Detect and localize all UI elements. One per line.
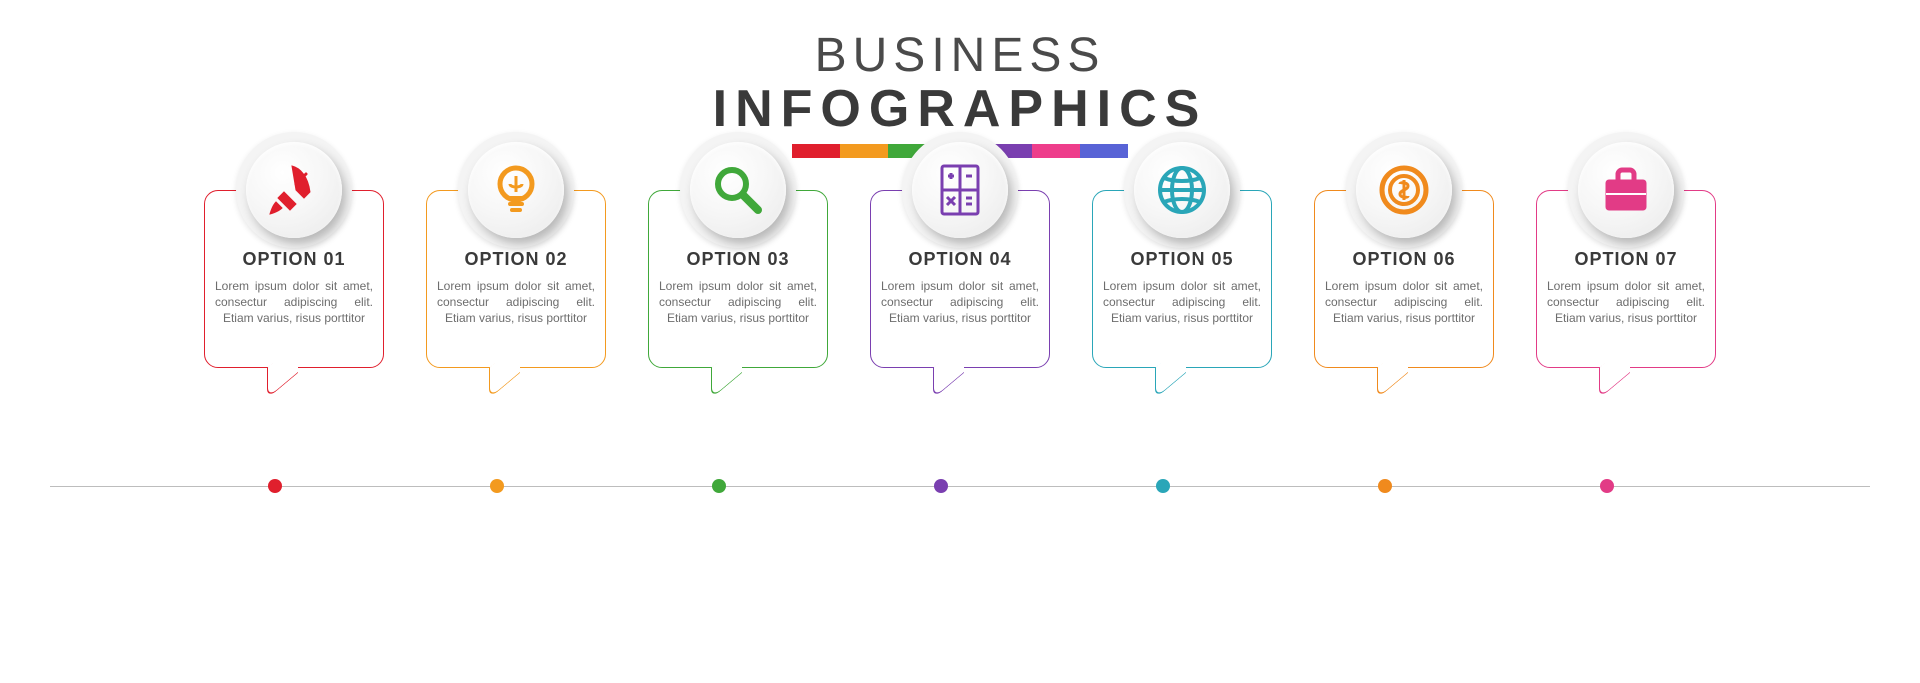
timeline-axis	[50, 486, 1870, 487]
color-strip-segment	[840, 144, 888, 158]
option-title: OPTION 06	[1325, 249, 1483, 270]
option-title: OPTION 01	[215, 249, 373, 270]
title-line2: INFOGRAPHICS	[0, 79, 1920, 139]
infographic-stage: BUSINESS INFOGRAPHICS OPTION 01 Lorem ips…	[0, 0, 1920, 683]
medallion	[1346, 132, 1462, 248]
medallion-inner	[1578, 142, 1674, 238]
option-title: OPTION 04	[881, 249, 1039, 270]
option-body: Lorem ipsum dolor sit amet, consectur ad…	[1103, 278, 1261, 327]
option-title: OPTION 02	[437, 249, 595, 270]
timeline-dot	[490, 479, 504, 493]
option-item: OPTION 01 Lorem ipsum dolor sit amet, con…	[204, 190, 384, 368]
medallion-inner	[468, 142, 564, 238]
timeline-dot	[1156, 479, 1170, 493]
medallion	[1124, 132, 1240, 248]
bubble-pointer	[489, 367, 523, 401]
medallion-inner	[912, 142, 1008, 238]
coin-icon	[1376, 162, 1432, 218]
timeline-dot	[1378, 479, 1392, 493]
lightbulb-icon	[488, 162, 544, 218]
option-title: OPTION 07	[1547, 249, 1705, 270]
option-item: OPTION 04 Lorem ipsum dolor sit amet, con…	[870, 190, 1050, 368]
medallion	[458, 132, 574, 248]
option-item: OPTION 03 Lorem ipsum dolor sit amet, con…	[648, 190, 828, 368]
option-body: Lorem ipsum dolor sit amet, consectur ad…	[1325, 278, 1483, 327]
option-body: Lorem ipsum dolor sit amet, consectur ad…	[437, 278, 595, 327]
option-items: OPTION 01 Lorem ipsum dolor sit amet, con…	[0, 190, 1920, 368]
option-item: OPTION 06 Lorem ipsum dolor sit amet, con…	[1314, 190, 1494, 368]
calculator-icon	[932, 162, 988, 218]
medallion	[902, 132, 1018, 248]
option-item: OPTION 05 Lorem ipsum dolor sit amet, con…	[1092, 190, 1272, 368]
timeline-dot	[934, 479, 948, 493]
bubble-pointer	[1599, 367, 1633, 401]
option-item: OPTION 02 Lorem ipsum dolor sit amet, con…	[426, 190, 606, 368]
medallion	[236, 132, 352, 248]
color-strip-segment	[1032, 144, 1080, 158]
timeline-dot	[712, 479, 726, 493]
bubble-pointer	[1377, 367, 1411, 401]
option-item: OPTION 07 Lorem ipsum dolor sit amet, con…	[1536, 190, 1716, 368]
option-body: Lorem ipsum dolor sit amet, consectur ad…	[215, 278, 373, 327]
medallion-inner	[690, 142, 786, 238]
timeline-dot	[1600, 479, 1614, 493]
globe-icon	[1154, 162, 1210, 218]
color-strip-segment	[792, 144, 840, 158]
bubble-pointer	[933, 367, 967, 401]
option-title: OPTION 05	[1103, 249, 1261, 270]
medallion-inner	[1134, 142, 1230, 238]
briefcase-icon	[1598, 162, 1654, 218]
rocket-icon	[266, 162, 322, 218]
timeline-dot	[268, 479, 282, 493]
medallion	[680, 132, 796, 248]
medallion	[1568, 132, 1684, 248]
medallion-inner	[1356, 142, 1452, 238]
magnifier-icon	[710, 162, 766, 218]
medallion-inner	[246, 142, 342, 238]
bubble-pointer	[711, 367, 745, 401]
option-body: Lorem ipsum dolor sit amet, consectur ad…	[881, 278, 1039, 327]
bubble-pointer	[267, 367, 301, 401]
option-title: OPTION 03	[659, 249, 817, 270]
option-body: Lorem ipsum dolor sit amet, consectur ad…	[1547, 278, 1705, 327]
option-body: Lorem ipsum dolor sit amet, consectur ad…	[659, 278, 817, 327]
bubble-pointer	[1155, 367, 1189, 401]
color-strip-segment	[1080, 144, 1128, 158]
title-line1: BUSINESS	[0, 28, 1920, 83]
title-block: BUSINESS INFOGRAPHICS	[0, 28, 1920, 139]
